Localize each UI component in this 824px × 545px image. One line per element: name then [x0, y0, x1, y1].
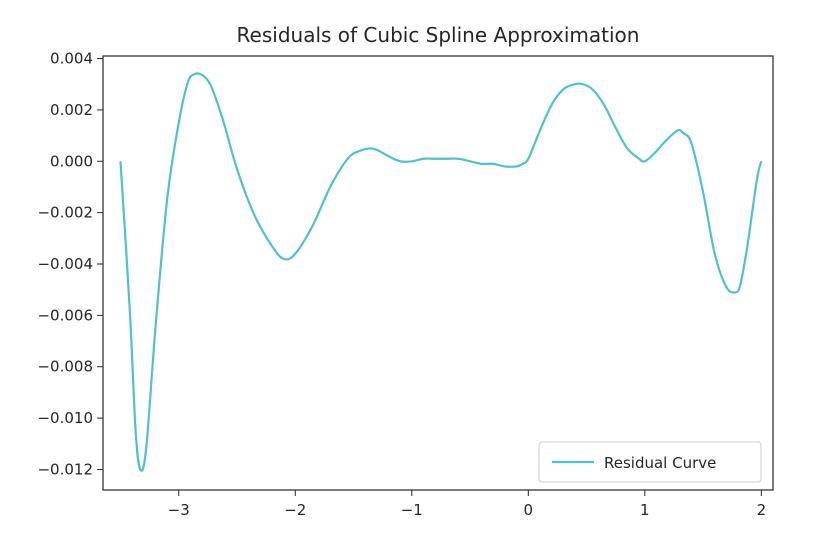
y-tick-label: −0.010 — [37, 409, 93, 427]
x-ticks: −3 −2 −1 0 1 2 — [168, 490, 766, 519]
y-tick-label: 0.004 — [50, 50, 93, 68]
y-tick-label: −0.008 — [37, 358, 93, 376]
y-tick-label: 0.000 — [50, 152, 93, 170]
y-tick-label: −0.006 — [37, 306, 93, 324]
y-tick-label: 0.002 — [50, 101, 93, 119]
axes-frame — [102, 55, 774, 491]
x-tick-label: 1 — [640, 501, 650, 519]
y-tick-label: −0.004 — [37, 255, 93, 273]
x-tick-label: 0 — [524, 501, 534, 519]
chart-title: Residuals of Cubic Spline Approximation — [237, 23, 640, 47]
x-tick-label: −2 — [284, 501, 306, 519]
x-tick-label: −1 — [401, 501, 423, 519]
x-tick-label: 2 — [757, 501, 767, 519]
y-tick-label: −0.012 — [37, 460, 93, 478]
y-tick-label: −0.002 — [37, 204, 93, 222]
y-ticks: 0.004 0.002 0.000 −0.002 −0.004 −0.006 −0.008 −… — [37, 50, 103, 478]
legend: Residual Curve — [538, 441, 762, 483]
legend-box — [538, 441, 762, 483]
x-tick-label: −3 — [168, 501, 190, 519]
legend-label-residual: Residual Curve — [604, 454, 716, 472]
series-line-residual — [119, 72, 763, 472]
series-layer — [119, 72, 763, 472]
